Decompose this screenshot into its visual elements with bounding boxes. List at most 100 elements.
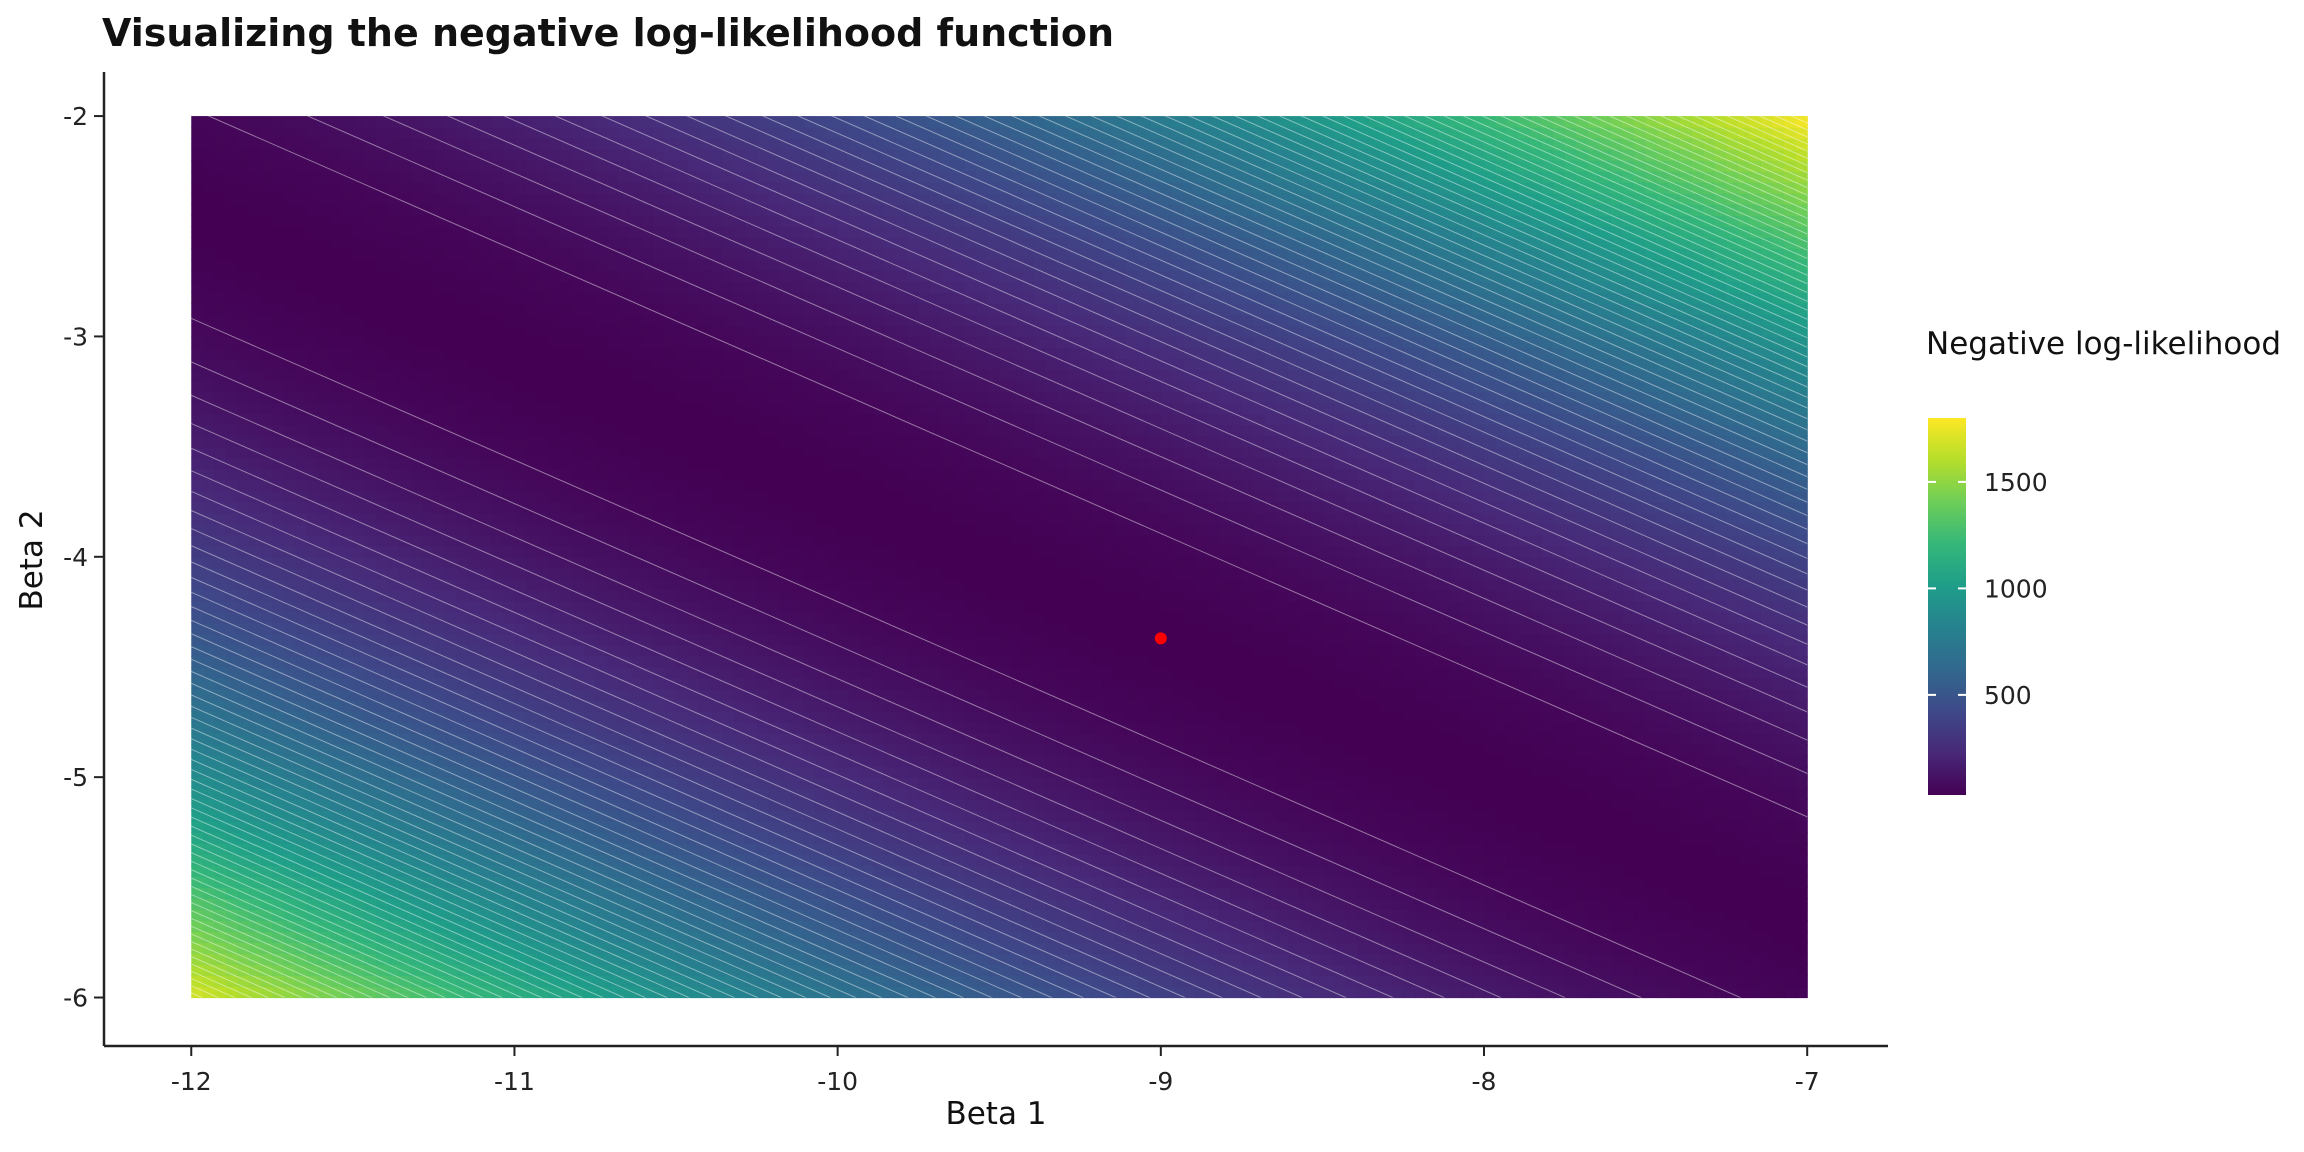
heatmap-tile	[410, 986, 423, 999]
heatmap-tile	[652, 887, 666, 899]
heatmap-tile	[768, 788, 781, 800]
heatmap-tile	[883, 909, 896, 921]
heatmap-tile	[445, 633, 458, 646]
heatmap-tile	[387, 766, 400, 778]
heatmap-tile	[1437, 744, 1450, 756]
heatmap-tile	[456, 744, 469, 756]
heatmap-tile	[1403, 920, 1416, 933]
heatmap-tile	[872, 898, 885, 910]
heatmap-tile	[491, 644, 504, 657]
heatmap-tile	[906, 964, 920, 977]
heatmap-tile	[1230, 755, 1243, 767]
heatmap-tile	[1230, 766, 1243, 778]
heatmap-tile	[214, 854, 227, 866]
heatmap-tile	[341, 799, 354, 811]
heatmap-tile	[237, 622, 250, 635]
heatmap-tile	[1045, 744, 1058, 756]
heatmap-tile	[606, 799, 619, 811]
heatmap-tile	[1230, 887, 1243, 899]
heatmap-tile	[1195, 722, 1208, 734]
heatmap-tile	[1749, 854, 1762, 866]
heatmap-tile	[1668, 611, 1681, 624]
heatmap-tile	[803, 766, 816, 778]
heatmap-tile	[283, 700, 296, 712]
heatmap-tile	[1426, 876, 1439, 888]
heatmap-tile	[803, 986, 816, 999]
heatmap-tile	[999, 887, 1012, 899]
heatmap-tile	[1207, 832, 1220, 844]
heatmap-tile	[1703, 854, 1716, 866]
heatmap-tile	[375, 689, 389, 701]
heatmap-tile	[214, 700, 227, 712]
heatmap-tile	[1080, 777, 1093, 789]
heatmap-tile	[999, 766, 1012, 778]
heatmap-tile	[1564, 711, 1577, 723]
heatmap-tile	[514, 611, 527, 624]
heatmap-tile	[479, 644, 492, 657]
heatmap-tile	[537, 865, 550, 877]
heatmap-tile	[225, 678, 239, 690]
heatmap-tile	[664, 854, 677, 866]
heatmap-tile	[202, 744, 215, 756]
heatmap-tile	[260, 986, 273, 999]
heatmap-tile	[1253, 865, 1266, 877]
heatmap-tile	[191, 678, 204, 690]
heatmap-tile	[1460, 711, 1474, 723]
heatmap-tile	[318, 689, 331, 701]
heatmap-tile	[803, 898, 816, 910]
heatmap-tile	[1068, 876, 1081, 888]
heatmap-tile	[745, 931, 758, 944]
heatmap-tile	[1022, 711, 1035, 723]
heatmap-tile	[929, 611, 943, 624]
heatmap-tile	[329, 986, 342, 999]
heatmap-tile	[745, 633, 758, 646]
heatmap-tile	[1426, 788, 1439, 800]
heatmap-tile	[295, 799, 308, 811]
heatmap-tile	[491, 788, 504, 800]
heatmap-tile	[1541, 611, 1554, 624]
heatmap-tile	[1080, 766, 1093, 778]
heatmap-tile	[1287, 777, 1300, 789]
heatmap-tile	[1564, 986, 1577, 999]
heatmap-tile	[1414, 843, 1427, 855]
heatmap-tile	[606, 909, 619, 921]
heatmap-tile	[537, 909, 550, 921]
heatmap-tile	[1460, 700, 1474, 712]
heatmap-tile	[1530, 953, 1543, 966]
heatmap-tile	[1310, 766, 1324, 778]
heatmap-tile	[1137, 964, 1150, 977]
heatmap-tile	[710, 876, 723, 888]
heatmap-tile	[629, 755, 643, 767]
heatmap-tile	[1253, 611, 1266, 624]
heatmap-tile	[1218, 622, 1231, 635]
heatmap-tile	[606, 832, 619, 844]
heatmap-tile	[618, 600, 631, 613]
heatmap-tile	[456, 821, 469, 833]
heatmap-tile	[1726, 733, 1739, 745]
heatmap-tile	[664, 821, 677, 833]
heatmap-tile	[964, 633, 977, 646]
heatmap-tile	[999, 633, 1012, 646]
heatmap-tile	[1703, 655, 1716, 668]
heatmap-tile	[1714, 666, 1727, 679]
heatmap-tile	[1737, 964, 1751, 977]
heatmap-tile	[849, 700, 862, 712]
heatmap-tile	[1276, 689, 1289, 701]
heatmap-tile	[1264, 876, 1277, 888]
heatmap-tile	[1310, 843, 1324, 855]
heatmap-tile	[929, 843, 943, 855]
heatmap-tile	[1599, 821, 1612, 833]
heatmap-tile	[1368, 876, 1381, 888]
heatmap-tile	[1126, 633, 1139, 646]
heatmap-tile	[1126, 600, 1139, 613]
heatmap-tile	[814, 843, 827, 855]
heatmap-tile	[306, 920, 319, 933]
heatmap-tile	[1657, 810, 1670, 822]
heatmap-tile	[1668, 854, 1681, 866]
heatmap-tile	[1276, 722, 1289, 734]
heatmap-tile	[1391, 964, 1404, 977]
heatmap-tile	[1668, 810, 1681, 822]
heatmap-tile	[745, 865, 758, 877]
heatmap-tile	[1449, 700, 1462, 712]
heatmap-tile	[1634, 733, 1647, 745]
